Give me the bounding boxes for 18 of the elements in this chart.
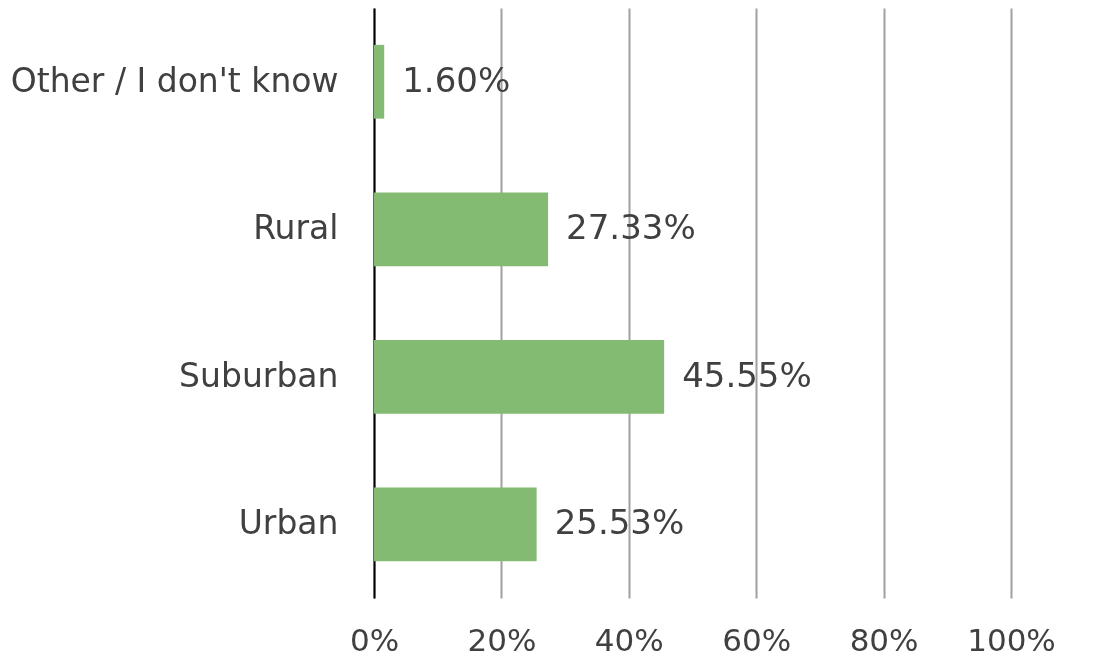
bar xyxy=(374,44,385,119)
y-tick-label: Urban xyxy=(238,503,339,543)
data-label: 25.53% xyxy=(554,502,685,543)
y-tick-label: Other / I don't know xyxy=(10,60,339,100)
bar xyxy=(374,487,537,562)
bar xyxy=(374,192,549,267)
x-tick-label: 100% xyxy=(967,621,1056,658)
y-tick-label: Suburban xyxy=(179,355,339,395)
data-label: 45.55% xyxy=(682,354,812,395)
data-label: 1.60% xyxy=(402,59,511,100)
x-tick-label: 0% xyxy=(349,621,400,658)
x-tick-label: 80% xyxy=(849,621,919,658)
x-tick-label: 40% xyxy=(594,621,664,658)
bar xyxy=(374,339,665,414)
y-tick-label: Rural xyxy=(253,208,339,248)
x-tick-label: 60% xyxy=(722,621,792,658)
x-tick-label: 20% xyxy=(467,621,537,658)
data-label: 27.33% xyxy=(566,207,696,248)
